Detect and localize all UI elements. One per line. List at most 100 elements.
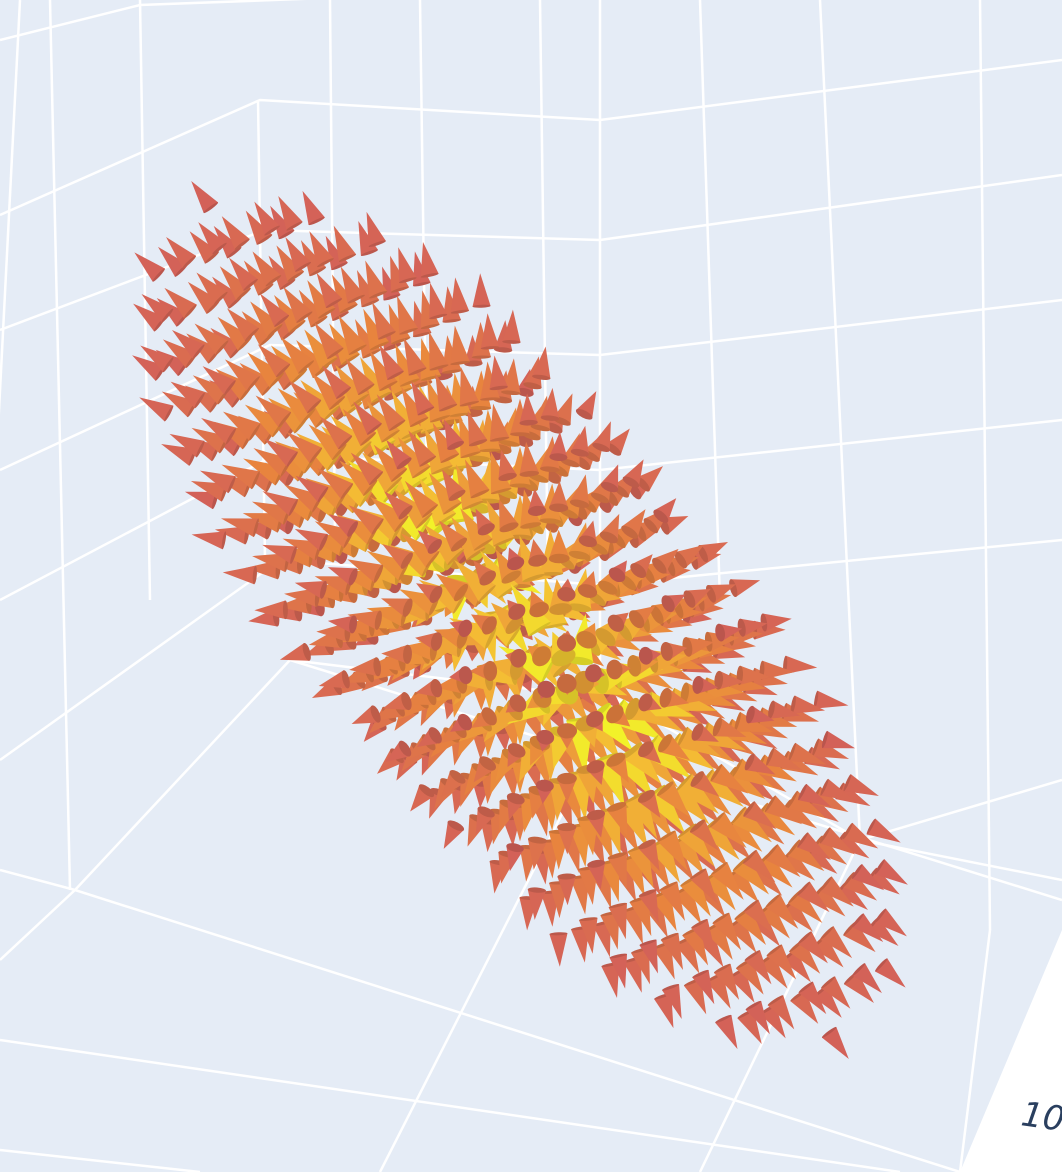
grid-line-vertical: [0, 0, 22, 416]
cone-mark: [199, 470, 236, 494]
cone-mark: [621, 509, 646, 539]
cone-mark: [622, 459, 644, 488]
axis-tick-label: 10: [1019, 1094, 1062, 1140]
cone-mark: [661, 594, 686, 613]
cone-mark: [417, 727, 442, 747]
cone-mark: [504, 648, 527, 668]
cone-mark: [764, 844, 801, 878]
cone-mark: [435, 573, 469, 602]
cone-mark: [652, 548, 679, 574]
cone-mark: [441, 469, 466, 501]
cone-mark: [587, 859, 606, 890]
cone-mark: [490, 602, 524, 634]
cone-mark: [819, 876, 854, 907]
cone-mark: [557, 578, 576, 602]
cone-mark: [579, 917, 598, 954]
cone-mark: [630, 554, 653, 579]
cone-mark: [638, 889, 659, 923]
cone-mark: [851, 864, 885, 891]
cone-mark: [360, 356, 392, 403]
cone-mark: [221, 464, 260, 490]
cone-mark: [475, 806, 495, 835]
cone-mark: [821, 730, 856, 749]
cone-mark: [489, 355, 508, 391]
cone-mark: [381, 644, 412, 664]
cone-mark: [170, 381, 205, 409]
cone-mark: [527, 887, 546, 920]
cone-mark: [385, 740, 412, 763]
cone-mark: [607, 612, 629, 632]
cone-mark: [659, 881, 685, 921]
cone-mark: [415, 678, 443, 698]
cone-mark: [677, 823, 715, 867]
cone-mark: [366, 211, 386, 247]
cone-mark: [257, 344, 291, 378]
cone-mark: [557, 772, 577, 803]
cone-mark: [662, 984, 682, 1020]
cone-mark: [245, 210, 273, 245]
cone-mark: [473, 756, 496, 783]
cone-mark: [366, 400, 400, 443]
cone-mark: [599, 513, 620, 544]
cone-mark: [731, 806, 772, 843]
grid-line-floor: [0, 1038, 901, 1172]
cone-mark: [606, 752, 629, 783]
cone-mark: [189, 231, 220, 264]
cone-mark: [586, 710, 604, 732]
cone-mark: [347, 559, 384, 583]
grid-line-horizontal: [0, 173, 1062, 332]
cone-mark: [140, 345, 174, 373]
cone-mark: [507, 547, 525, 571]
cone-mark: [874, 908, 907, 937]
cone-mark: [710, 764, 749, 794]
cone-mark: [254, 201, 280, 236]
cone-mark: [322, 365, 352, 399]
cone-mark: [449, 619, 473, 638]
cone-mark: [623, 742, 662, 785]
cone-mark: [397, 295, 418, 335]
cone-mark: [386, 439, 412, 470]
cone-mark: [408, 430, 437, 467]
grid-line-floor: [0, 889, 76, 961]
cone-mark: [577, 570, 598, 598]
cone-mark: [311, 372, 346, 410]
cone-mark: [141, 294, 174, 323]
cone-mark: [527, 645, 552, 667]
cone-mark: [797, 881, 830, 913]
cone-mark: [415, 632, 443, 651]
grid-line-floor: [859, 838, 1062, 882]
cone-mark: [608, 560, 627, 583]
cone-mark: [600, 464, 619, 493]
cone-mark: [788, 742, 827, 765]
cone-mark: [302, 190, 325, 226]
cone-mark: [507, 743, 526, 768]
cone-mark: [329, 323, 360, 365]
cone-mark: [353, 401, 382, 435]
cone-mark: [259, 293, 290, 327]
cone-mark: [441, 769, 466, 798]
cone-mark: [866, 818, 901, 843]
cone-mark: [768, 700, 801, 719]
cone-mark: [219, 266, 251, 301]
cone-mark: [691, 919, 716, 955]
cone-mark: [798, 981, 827, 1015]
cone-mark: [229, 257, 258, 291]
cone-mark: [397, 436, 431, 479]
cone-mark: [134, 252, 165, 282]
cone-mark: [852, 963, 882, 994]
cone-mark: [557, 873, 576, 906]
cone-mark: [198, 222, 227, 255]
cone-mark: [766, 747, 803, 771]
cone-mark: [498, 499, 519, 533]
cone-mark: [417, 530, 442, 554]
cone-mark: [304, 329, 338, 371]
cone-mark: [743, 899, 774, 934]
cone-mark: [318, 670, 350, 689]
cone-mark: [586, 760, 605, 785]
cone-mark: [382, 544, 413, 569]
cone-mark: [690, 868, 718, 905]
cone-mark: [438, 520, 468, 552]
cone-mark: [797, 832, 831, 861]
cone-mark: [787, 839, 825, 872]
